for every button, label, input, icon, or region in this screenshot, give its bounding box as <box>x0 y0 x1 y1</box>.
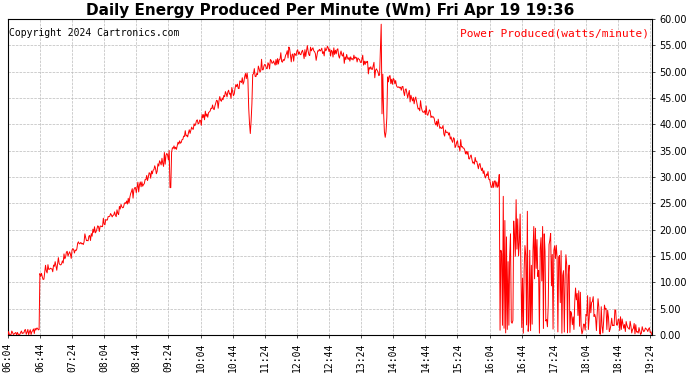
Title: Daily Energy Produced Per Minute (Wm) Fri Apr 19 19:36: Daily Energy Produced Per Minute (Wm) Fr… <box>86 3 574 18</box>
Text: Power Produced(watts/minute): Power Produced(watts/minute) <box>460 28 649 38</box>
Text: Copyright 2024 Cartronics.com: Copyright 2024 Cartronics.com <box>9 28 179 38</box>
